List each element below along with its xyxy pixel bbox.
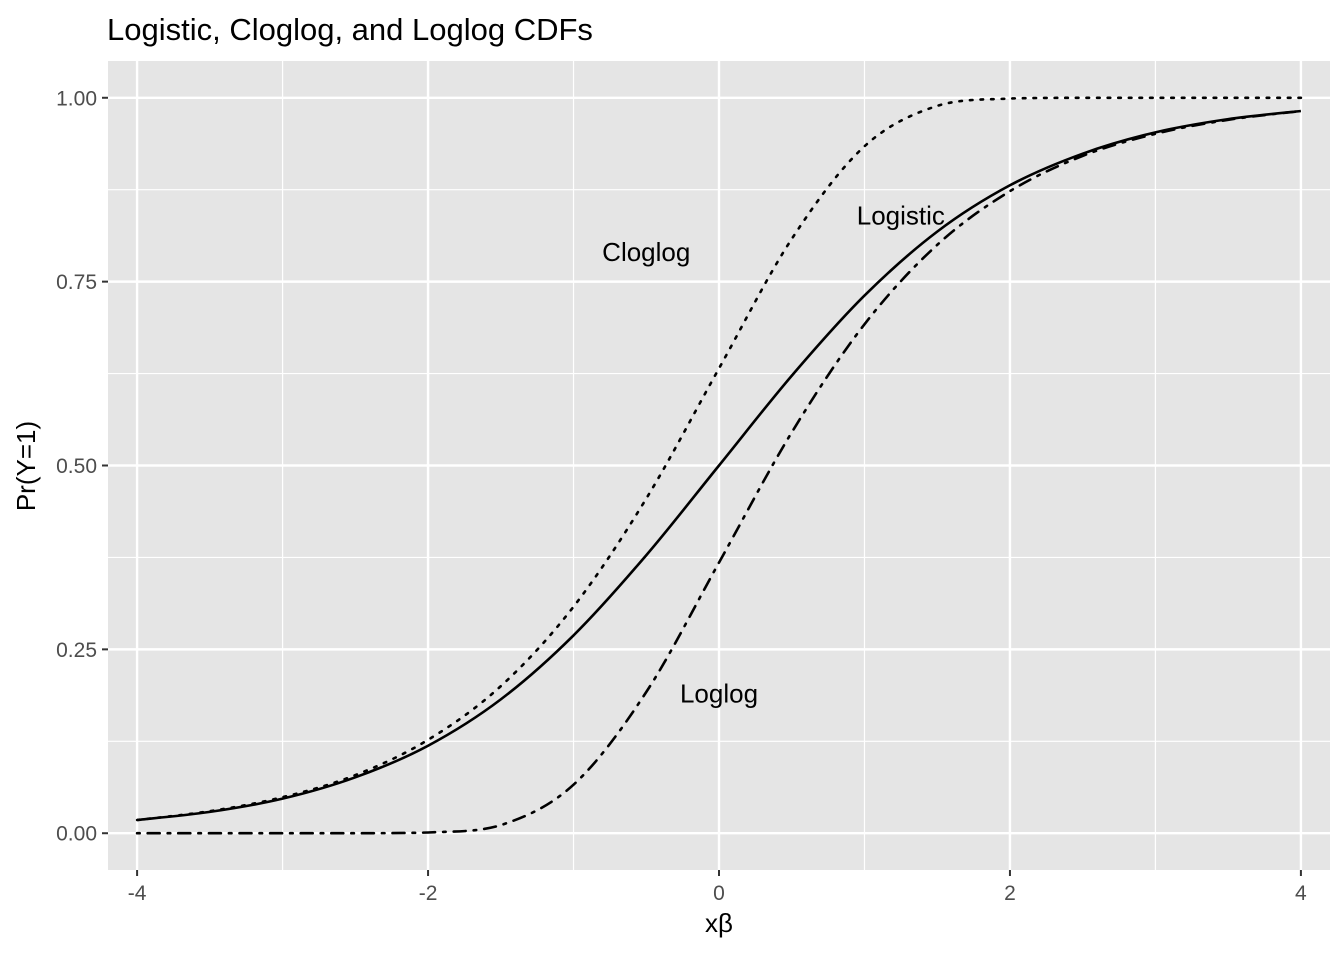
x-axis-title: xβ — [705, 908, 733, 938]
x-tick-label: -4 — [128, 882, 147, 905]
chart-title: Logistic, Cloglog, and Loglog CDFs — [107, 12, 593, 47]
annotation-cloglog: Cloglog — [602, 237, 690, 267]
y-tick-label: 0.75 — [56, 271, 97, 294]
x-tick-label: 4 — [1295, 882, 1307, 905]
y-axis-title: Pr(Y=1) — [11, 421, 41, 511]
y-tick-label: 1.00 — [56, 87, 97, 110]
y-tick-label: 0.25 — [56, 639, 97, 662]
loglog-curve — [135, 109, 1303, 835]
y-tick-label: 0.50 — [56, 455, 97, 478]
x-tick-label: 2 — [1004, 882, 1016, 905]
logistic-curve — [136, 109, 1302, 822]
annotation-loglog: Loglog — [680, 678, 758, 708]
y-tick-label: 0.00 — [56, 823, 97, 846]
cloglog-curve — [135, 96, 1303, 822]
annotation-logistic: Logistic — [857, 200, 945, 230]
y-axis-ticks: 0.00 0.25 0.50 0.75 1.00 — [56, 87, 108, 846]
curve-annotations: Logistic Cloglog Loglog — [602, 200, 945, 708]
x-axis-ticks: -4 -2 0 2 4 — [128, 870, 1307, 905]
x-tick-label: -2 — [419, 882, 438, 905]
series-lines — [135, 96, 1303, 835]
x-tick-label: 0 — [713, 882, 725, 905]
